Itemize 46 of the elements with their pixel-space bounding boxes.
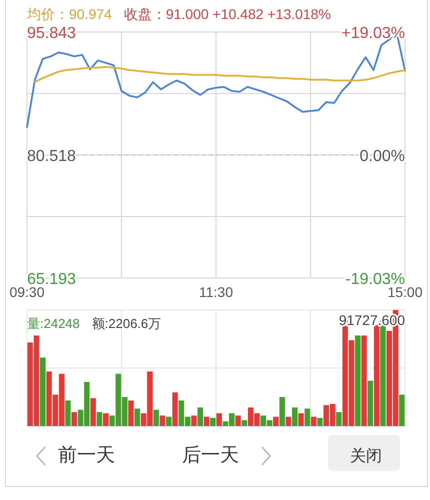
chart-title: 均价：90.974: [26, 6, 112, 22]
y-tick-label: 80.518: [27, 148, 76, 165]
line-series: [34, 66, 406, 84]
bar: [298, 413, 304, 426]
text: 关闭: [350, 447, 382, 465]
bar: [172, 392, 178, 426]
bar: [304, 408, 310, 426]
bar: [242, 420, 248, 426]
y2-tick-label: +19.03%: [341, 25, 405, 42]
bar: [90, 398, 96, 426]
bar: [210, 418, 216, 426]
bar: [216, 413, 222, 426]
bar: [128, 400, 134, 426]
bar: [355, 336, 360, 426]
bar: [160, 416, 166, 426]
bar: [361, 336, 367, 426]
y-tick-label: 95.843: [27, 25, 76, 42]
bar: [65, 400, 71, 426]
y2-tick-label: 0.00%: [360, 148, 405, 165]
bar: [72, 412, 77, 426]
text: 量:24248: [27, 316, 80, 331]
bar: [317, 418, 323, 426]
text: 后一天: [182, 445, 239, 466]
chart-subtitle: 收盘：91.000 +10.482 +13.018%: [124, 6, 331, 22]
bar: [103, 413, 108, 426]
bar: [204, 416, 210, 426]
bar: [310, 416, 316, 426]
bar: [292, 407, 298, 426]
bar: [96, 412, 102, 426]
bar: [198, 407, 203, 426]
bar: [399, 394, 405, 426]
bar: [235, 416, 241, 426]
text: 额:2206.6万: [92, 316, 162, 331]
bar: [153, 410, 159, 426]
bar: [134, 408, 140, 426]
bar: [286, 416, 292, 426]
bar: [191, 416, 197, 426]
text: 前一天: [58, 445, 115, 466]
bar: [273, 416, 279, 426]
bar: [40, 358, 46, 426]
bar: [368, 380, 374, 426]
bar: [166, 416, 172, 426]
bar: [279, 397, 285, 426]
bar: [374, 325, 380, 426]
bar: [336, 412, 342, 426]
x-tick-label: 11:30: [199, 284, 234, 300]
